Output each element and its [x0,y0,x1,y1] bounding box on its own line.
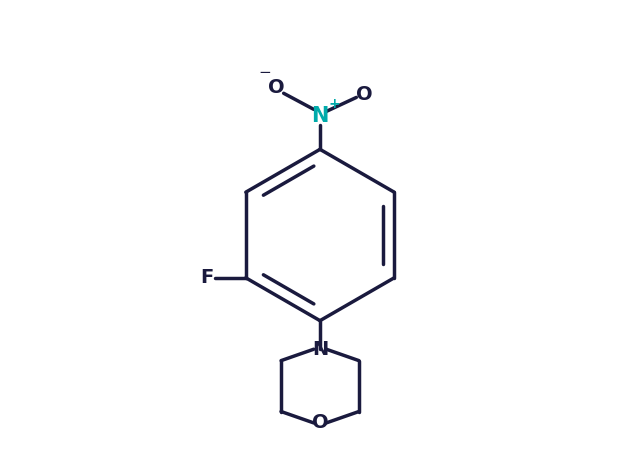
Text: F: F [200,268,214,287]
Text: −: − [258,65,271,80]
Text: N: N [311,106,329,125]
Text: O: O [356,86,372,104]
Text: +: + [329,97,340,111]
Text: O: O [312,414,328,432]
Text: N: N [312,340,328,359]
Text: O: O [268,78,284,96]
